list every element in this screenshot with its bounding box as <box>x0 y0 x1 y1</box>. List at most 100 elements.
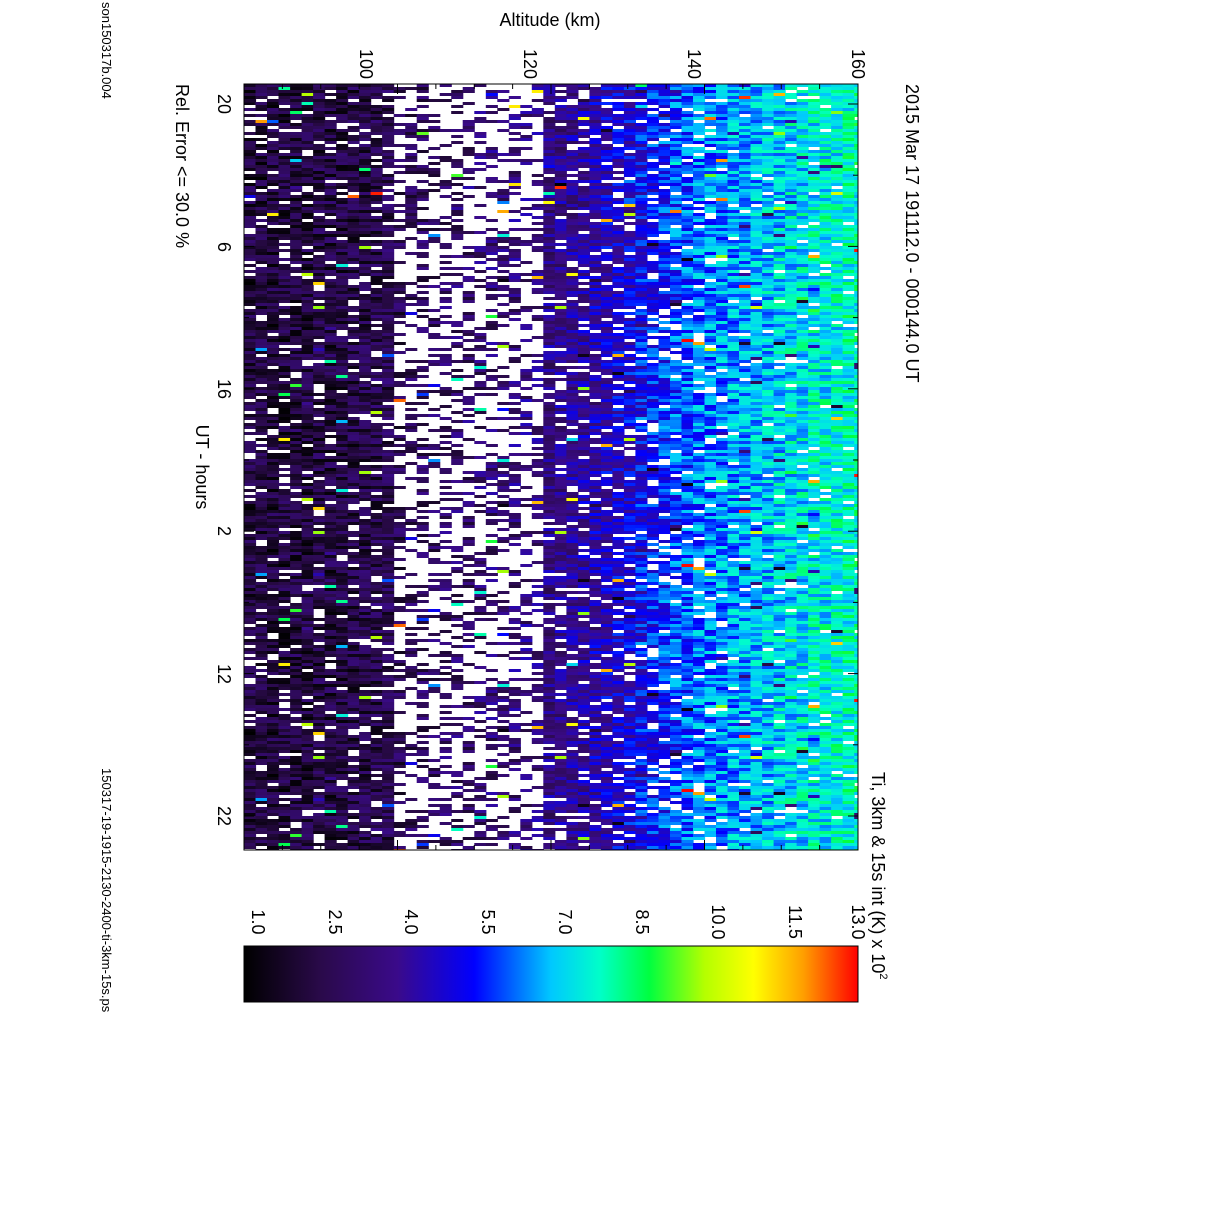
heatmap-cell <box>704 123 717 126</box>
heatmap-cell <box>831 93 844 96</box>
heatmap-cell <box>623 159 636 162</box>
heatmap-cell <box>796 297 809 300</box>
heatmap-cell <box>244 300 257 303</box>
heatmap-cell <box>589 204 602 207</box>
heatmap-cell <box>785 363 798 366</box>
heatmap-cell <box>301 300 314 303</box>
heatmap-cell <box>313 399 326 402</box>
heatmap-cell <box>762 156 775 159</box>
heatmap-cell <box>393 228 406 231</box>
heatmap-cell <box>336 297 349 300</box>
heatmap-cell <box>301 252 314 255</box>
heatmap-cell <box>796 285 809 288</box>
heatmap-cell <box>589 132 602 135</box>
heatmap-cell <box>267 249 280 252</box>
heatmap-cell <box>324 378 337 381</box>
heatmap-cell <box>566 222 579 225</box>
heatmap-cell <box>819 90 832 93</box>
heatmap-cell <box>255 303 268 306</box>
heatmap-cell <box>382 324 395 327</box>
heatmap-cell <box>716 195 729 198</box>
heatmap-cell <box>819 324 832 327</box>
heatmap-cell <box>646 327 659 330</box>
heatmap-cell <box>773 240 786 243</box>
heatmap-cell <box>670 198 683 201</box>
heatmap-cell <box>439 216 452 219</box>
heatmap-cell <box>589 354 602 357</box>
heatmap-cell <box>704 192 717 195</box>
heatmap-cell <box>739 102 752 105</box>
heatmap-cell <box>497 90 510 93</box>
heatmap-cell <box>842 228 855 231</box>
heatmap-cell <box>831 414 844 417</box>
heatmap-cell <box>267 141 280 144</box>
heatmap-cell <box>382 243 395 246</box>
heatmap-cell <box>831 291 844 294</box>
heatmap-cell <box>382 273 395 276</box>
heatmap-cell <box>267 213 280 216</box>
heatmap-cell <box>612 132 625 135</box>
heatmap-cell <box>796 306 809 309</box>
heatmap-cell <box>716 291 729 294</box>
heatmap-cell <box>313 180 326 183</box>
heatmap-cell <box>623 276 636 279</box>
heatmap-cell <box>313 357 326 360</box>
heatmap-cell <box>623 189 636 192</box>
heatmap-cell <box>439 288 452 291</box>
heatmap-cell <box>600 360 613 363</box>
heatmap-cell <box>646 252 659 255</box>
heatmap-cell <box>681 135 694 138</box>
heatmap-cell <box>739 432 752 435</box>
heatmap-cell <box>543 207 556 210</box>
heatmap-cell <box>267 219 280 222</box>
heatmap-cell <box>543 120 556 123</box>
heatmap-cell <box>831 396 844 399</box>
heatmap-cell <box>382 306 395 309</box>
heatmap-cell <box>796 348 809 351</box>
heatmap-cell <box>485 297 498 300</box>
heatmap-cell <box>347 345 360 348</box>
heatmap-cell <box>842 309 855 312</box>
heatmap-cell <box>531 249 544 252</box>
heatmap-cell <box>382 369 395 372</box>
heatmap-cell <box>255 252 268 255</box>
heatmap-cell <box>267 144 280 147</box>
heatmap-cell <box>462 267 475 270</box>
heatmap-cell <box>474 261 487 264</box>
heatmap-cell <box>359 333 372 336</box>
heatmap-cell <box>324 135 337 138</box>
heatmap-cell <box>336 261 349 264</box>
heatmap-cell <box>370 87 383 90</box>
heatmap-cell <box>278 84 291 87</box>
heatmap-cell <box>543 180 556 183</box>
heatmap-cell <box>439 387 452 390</box>
heatmap-cell <box>290 195 303 198</box>
heatmap-cell <box>370 279 383 282</box>
heatmap-cell <box>290 312 303 315</box>
heatmap-cell <box>808 438 821 441</box>
heatmap-cell <box>554 183 567 186</box>
heatmap-cell <box>485 219 498 222</box>
heatmap-cell <box>704 321 717 324</box>
heatmap-cell <box>635 183 648 186</box>
heatmap-cell <box>589 339 602 342</box>
heatmap-cell <box>566 336 579 339</box>
heatmap-cell <box>313 255 326 258</box>
heatmap-cell <box>704 189 717 192</box>
heatmap-cell <box>773 96 786 99</box>
heatmap-cell <box>382 99 395 102</box>
heatmap-cell <box>739 129 752 132</box>
heatmap-cell <box>255 414 268 417</box>
heatmap-cell <box>854 423 858 426</box>
heatmap-cell <box>762 354 775 357</box>
heatmap-cell <box>347 366 360 369</box>
heatmap-cell <box>267 300 280 303</box>
heatmap-cell <box>543 324 556 327</box>
heatmap-cell <box>267 153 280 156</box>
heatmap-cell <box>750 276 763 279</box>
heatmap-cell <box>600 93 613 96</box>
heatmap-cell <box>739 408 752 411</box>
heatmap-cell <box>808 363 821 366</box>
heatmap-cell <box>267 207 280 210</box>
heatmap-cell <box>842 351 855 354</box>
